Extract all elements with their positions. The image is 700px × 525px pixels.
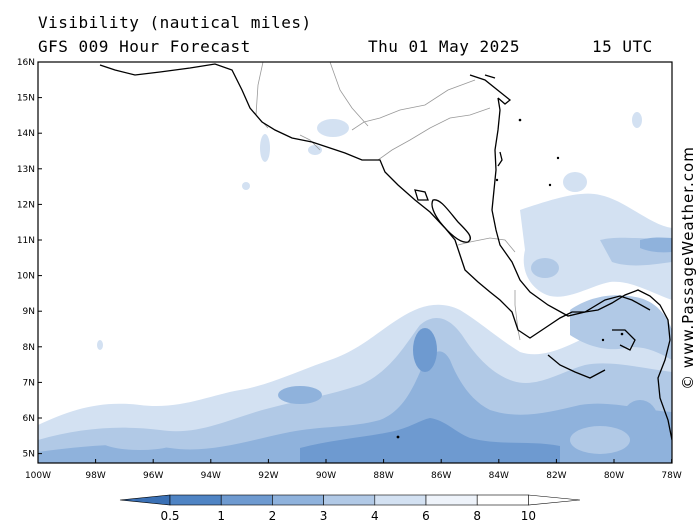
lon-tick-label: 82W bbox=[546, 471, 566, 481]
lat-tick-label: 6N bbox=[23, 414, 35, 424]
visibility-shading bbox=[38, 112, 672, 463]
visibility-cell bbox=[531, 258, 559, 278]
visibility-cell bbox=[563, 172, 587, 192]
lat-tick-label: 7N bbox=[23, 378, 35, 388]
visibility-cell bbox=[308, 145, 322, 155]
legend-swatch bbox=[323, 494, 376, 506]
forecast-subtitle: GFS 009 Hour Forecast bbox=[38, 37, 251, 56]
lat-tick-label: 9N bbox=[23, 307, 35, 317]
legend-swatch bbox=[220, 494, 273, 506]
legend-swatch bbox=[476, 494, 529, 506]
legend-label: 10 bbox=[521, 509, 536, 523]
visibility-cell bbox=[413, 328, 437, 372]
legend-label: 8 bbox=[473, 509, 481, 523]
lon-tick-label: 96W bbox=[143, 471, 163, 481]
legend-swatch bbox=[528, 494, 581, 506]
legend-label: 0.5 bbox=[160, 509, 179, 523]
lon-tick-label: 94W bbox=[201, 471, 221, 481]
visibility-cell bbox=[317, 119, 349, 137]
chart-title: Visibility (nautical miles) bbox=[38, 13, 312, 32]
longitude-axis: 100W 98W 96W 94W 92W 90W 88W 86W 84W 82W 80W 78W bbox=[25, 459, 682, 481]
visibility-cell bbox=[242, 182, 250, 190]
lon-tick-label: 90W bbox=[316, 471, 336, 481]
legend-swatch bbox=[374, 494, 427, 506]
legend-label: 6 bbox=[422, 509, 430, 523]
legend-swatch bbox=[272, 494, 324, 506]
credit-text: © www.PassageWeather.com bbox=[679, 146, 697, 390]
visibility-area-south-darker bbox=[300, 418, 560, 463]
lat-tick-label: 5N bbox=[23, 450, 35, 460]
lat-tick-label: 16N bbox=[17, 58, 35, 68]
visibility-cell bbox=[100, 430, 180, 450]
legend-label: 2 bbox=[269, 509, 277, 523]
forecast-date: Thu 01 May 2025 bbox=[368, 37, 520, 56]
legend-colorbar: 0.5 1 2 3 4 6 8 10 bbox=[119, 494, 581, 523]
latitude-axis: 16N 15N 14N 13N 12N 11N 10N 9N 8N 7N 6N 5N bbox=[17, 58, 42, 460]
visibility-cell bbox=[632, 112, 642, 128]
visibility-cell bbox=[570, 426, 630, 454]
lat-tick-label: 8N bbox=[23, 343, 35, 353]
lon-tick-label: 98W bbox=[85, 471, 105, 481]
visibility-area-east-dark bbox=[640, 237, 672, 253]
lon-tick-label: 84W bbox=[489, 471, 509, 481]
lon-tick-label: 88W bbox=[373, 471, 393, 481]
legend-swatch bbox=[119, 494, 171, 506]
legend-label: 1 bbox=[217, 509, 225, 523]
lon-tick-label: 92W bbox=[258, 471, 278, 481]
visibility-cell bbox=[278, 386, 322, 404]
lon-tick-label: 86W bbox=[431, 471, 451, 481]
lon-tick-label: 100W bbox=[25, 471, 51, 481]
country-borders bbox=[255, 62, 521, 341]
legend-label: 4 bbox=[371, 509, 379, 523]
islands bbox=[396, 118, 624, 439]
legend-label: 3 bbox=[320, 509, 328, 523]
lat-tick-label: 15N bbox=[17, 94, 35, 104]
map-frame bbox=[37, 61, 673, 464]
lon-tick-label: 78W bbox=[661, 471, 681, 481]
visibility-area-east bbox=[520, 193, 672, 300]
legend-swatch bbox=[425, 494, 478, 506]
visibility-area-south-dark bbox=[38, 351, 672, 463]
visibility-cell bbox=[97, 340, 103, 350]
lat-tick-label: 12N bbox=[17, 200, 35, 210]
lat-tick-label: 10N bbox=[17, 272, 35, 282]
visibility-cell bbox=[260, 134, 270, 162]
lat-tick-label: 13N bbox=[17, 165, 35, 175]
lat-tick-label: 11N bbox=[17, 236, 35, 246]
coastline bbox=[99, 63, 672, 441]
lon-tick-label: 80W bbox=[604, 471, 624, 481]
forecast-time: 15 UTC bbox=[592, 37, 653, 56]
visibility-cell bbox=[622, 400, 658, 440]
lat-tick-label: 14N bbox=[17, 129, 35, 139]
legend-swatch bbox=[169, 494, 222, 506]
visibility-area-panama bbox=[570, 295, 672, 360]
